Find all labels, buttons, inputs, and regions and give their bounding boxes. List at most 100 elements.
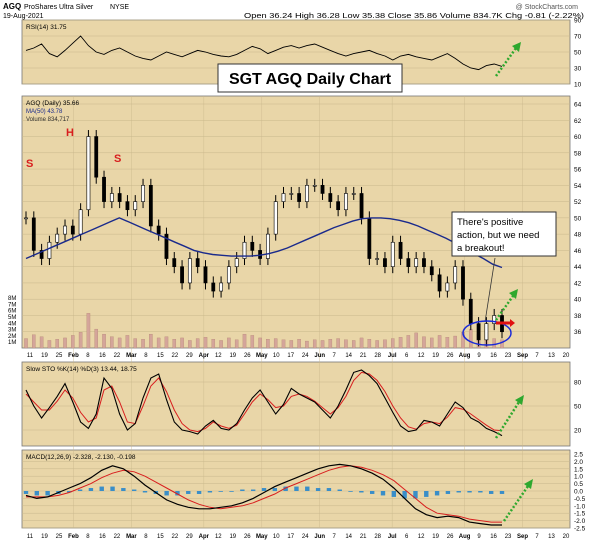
- price-candle: [148, 185, 153, 227]
- macd-tick-label: 2.5: [574, 452, 583, 459]
- rsi-tick-label: 30: [574, 66, 582, 73]
- price-candle: [234, 258, 239, 267]
- macd-histogram-bar: [272, 488, 278, 491]
- macd-tick-label: -1.0: [574, 503, 586, 510]
- volume-bar: [149, 333, 153, 349]
- volume-tick-label: 2M: [8, 334, 16, 340]
- x-tick-label-bottom: 6: [405, 534, 409, 540]
- macd-histogram-bar: [424, 491, 429, 497]
- watermark: @ StockCharts.com: [516, 4, 579, 11]
- volume-bar: [305, 340, 309, 349]
- volume-bar: [273, 338, 278, 349]
- x-tick-label: 8: [144, 353, 148, 359]
- callout-line-2: action, but we need: [457, 230, 539, 241]
- left-shoulder-label: S: [26, 158, 33, 170]
- x-tick-label: Mar: [126, 353, 137, 359]
- stochastic-tick-label: 50: [574, 404, 582, 411]
- price-candle: [484, 323, 489, 341]
- price-candle: [47, 241, 52, 259]
- price-candle: [461, 266, 465, 300]
- price-tick-label: 44: [574, 264, 582, 271]
- x-tick-label: 6: [405, 353, 409, 359]
- price-candle: [250, 241, 255, 251]
- x-tick-label-bottom: 28: [374, 534, 381, 540]
- macd-histogram-bar: [326, 488, 332, 491]
- macd-tick-label: 1.0: [574, 474, 583, 481]
- macd-histogram-bar: [445, 491, 451, 494]
- x-tick-label: 14: [345, 353, 352, 359]
- x-tick-label-bottom: 10: [273, 534, 280, 540]
- price-legend-1: AGQ (Daily) 35.66: [26, 100, 79, 107]
- volume-bar: [344, 339, 348, 349]
- volume-bar: [359, 337, 364, 349]
- rsi-up-arrow: [494, 47, 518, 77]
- price-candle: [289, 193, 294, 195]
- macd-histogram-bar: [348, 491, 353, 492]
- price-up-arrow: [494, 295, 515, 321]
- price-candle: [172, 258, 177, 267]
- price-candle: [164, 233, 169, 259]
- price-tick-label: 52: [574, 199, 582, 206]
- price-candle: [297, 193, 302, 202]
- price-candle: [281, 193, 286, 202]
- volume-bar: [39, 336, 44, 349]
- macd-histogram-bar: [207, 491, 213, 493]
- volume-tick-label: 6M: [8, 309, 16, 315]
- price-tick-label: 48: [574, 232, 582, 239]
- volume-bar: [375, 340, 379, 349]
- price-candle: [55, 233, 60, 243]
- volume-bar: [469, 328, 473, 349]
- x-tick-label: 15: [157, 353, 164, 359]
- rsi-line: [25, 35, 503, 71]
- macd-histogram-bar: [467, 491, 472, 493]
- volume-tick-label: 4M: [8, 321, 16, 327]
- price-legend-3: Volume 834,717: [26, 117, 70, 123]
- x-tick-label: 26: [244, 353, 251, 359]
- price-candle: [31, 217, 36, 251]
- volume-bar: [422, 336, 426, 349]
- x-tick-label-bottom: 12: [215, 534, 222, 540]
- exchange-label: NYSE: [110, 4, 129, 11]
- rsi-tick-label: 10: [574, 82, 582, 89]
- volume-bar: [164, 336, 169, 349]
- price-tick-label: 64: [574, 102, 582, 109]
- macd-histogram-bar: [434, 491, 440, 496]
- price-candle: [94, 136, 99, 178]
- macd-legend: MACD(12,26,9) -2.328, -2.130, -0.198: [26, 454, 136, 461]
- volume-bar: [234, 339, 239, 349]
- price-candle: [273, 201, 278, 235]
- x-tick-label-bottom: 14: [345, 534, 352, 540]
- volume-bar: [258, 337, 262, 349]
- price-candle: [242, 241, 247, 259]
- breakout-arrowhead: [510, 319, 515, 327]
- rsi-legend: RSI(14) 31.75: [26, 24, 67, 31]
- x-tick-label: 22: [114, 353, 121, 359]
- chart-title: SGT AGQ Daily Chart: [229, 71, 392, 88]
- x-tick-label: 19: [41, 353, 48, 359]
- macd-histogram-bar: [99, 486, 104, 491]
- x-tick-label-bottom: 17: [287, 534, 294, 540]
- price-candle: [141, 185, 145, 202]
- price-candle: [406, 258, 411, 267]
- macd-histogram-bar: [380, 491, 386, 496]
- price-tick-label: 36: [574, 329, 582, 336]
- volume-bar: [281, 339, 286, 349]
- volume-tick-label: 5M: [8, 315, 16, 321]
- macd-histogram-bar: [175, 491, 180, 496]
- x-tick-label-bottom: 19: [432, 534, 439, 540]
- price-candle: [226, 266, 231, 284]
- x-tick-label: 12: [418, 353, 425, 359]
- volume-tick-label: 7M: [8, 302, 16, 308]
- gridlines: [22, 19, 570, 529]
- macd-histogram-bar: [305, 486, 310, 491]
- x-tick-label-bottom: 13: [548, 534, 555, 540]
- price-candle: [328, 193, 333, 202]
- price-tick-label: 42: [574, 280, 582, 287]
- x-tick-label: 25: [56, 353, 63, 359]
- price-tick-label: 58: [574, 150, 582, 157]
- price-candle: [39, 250, 44, 259]
- price-candle: [422, 258, 426, 267]
- x-tick-label: 19: [432, 353, 439, 359]
- macd-histogram-bar: [186, 491, 191, 494]
- title-box: [217, 63, 403, 93]
